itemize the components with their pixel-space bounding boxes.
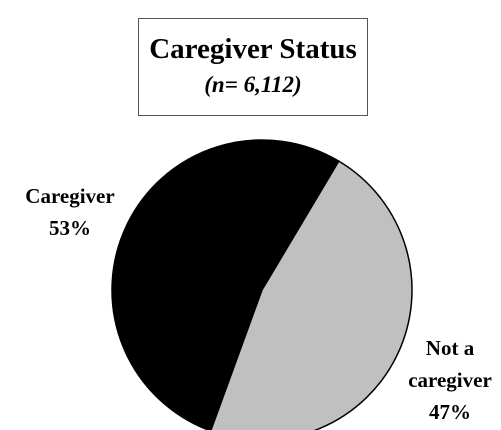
pie-slice: [111, 139, 340, 430]
slice-label: Not a caregiver 47%: [400, 332, 500, 428]
title-box: Caregiver Status (n= 6,112): [138, 18, 368, 116]
chart-title: Caregiver Status: [149, 33, 357, 65]
pie-slice: [210, 160, 413, 430]
chart-subtitle: (n= 6,112): [204, 72, 302, 97]
slice-label: Caregiver 53%: [5, 180, 135, 244]
value-label: 53%: [49, 216, 91, 240]
category-label: Caregiver: [25, 184, 115, 208]
value-label: 47%: [429, 400, 471, 424]
category-label: Not a caregiver: [408, 336, 492, 392]
